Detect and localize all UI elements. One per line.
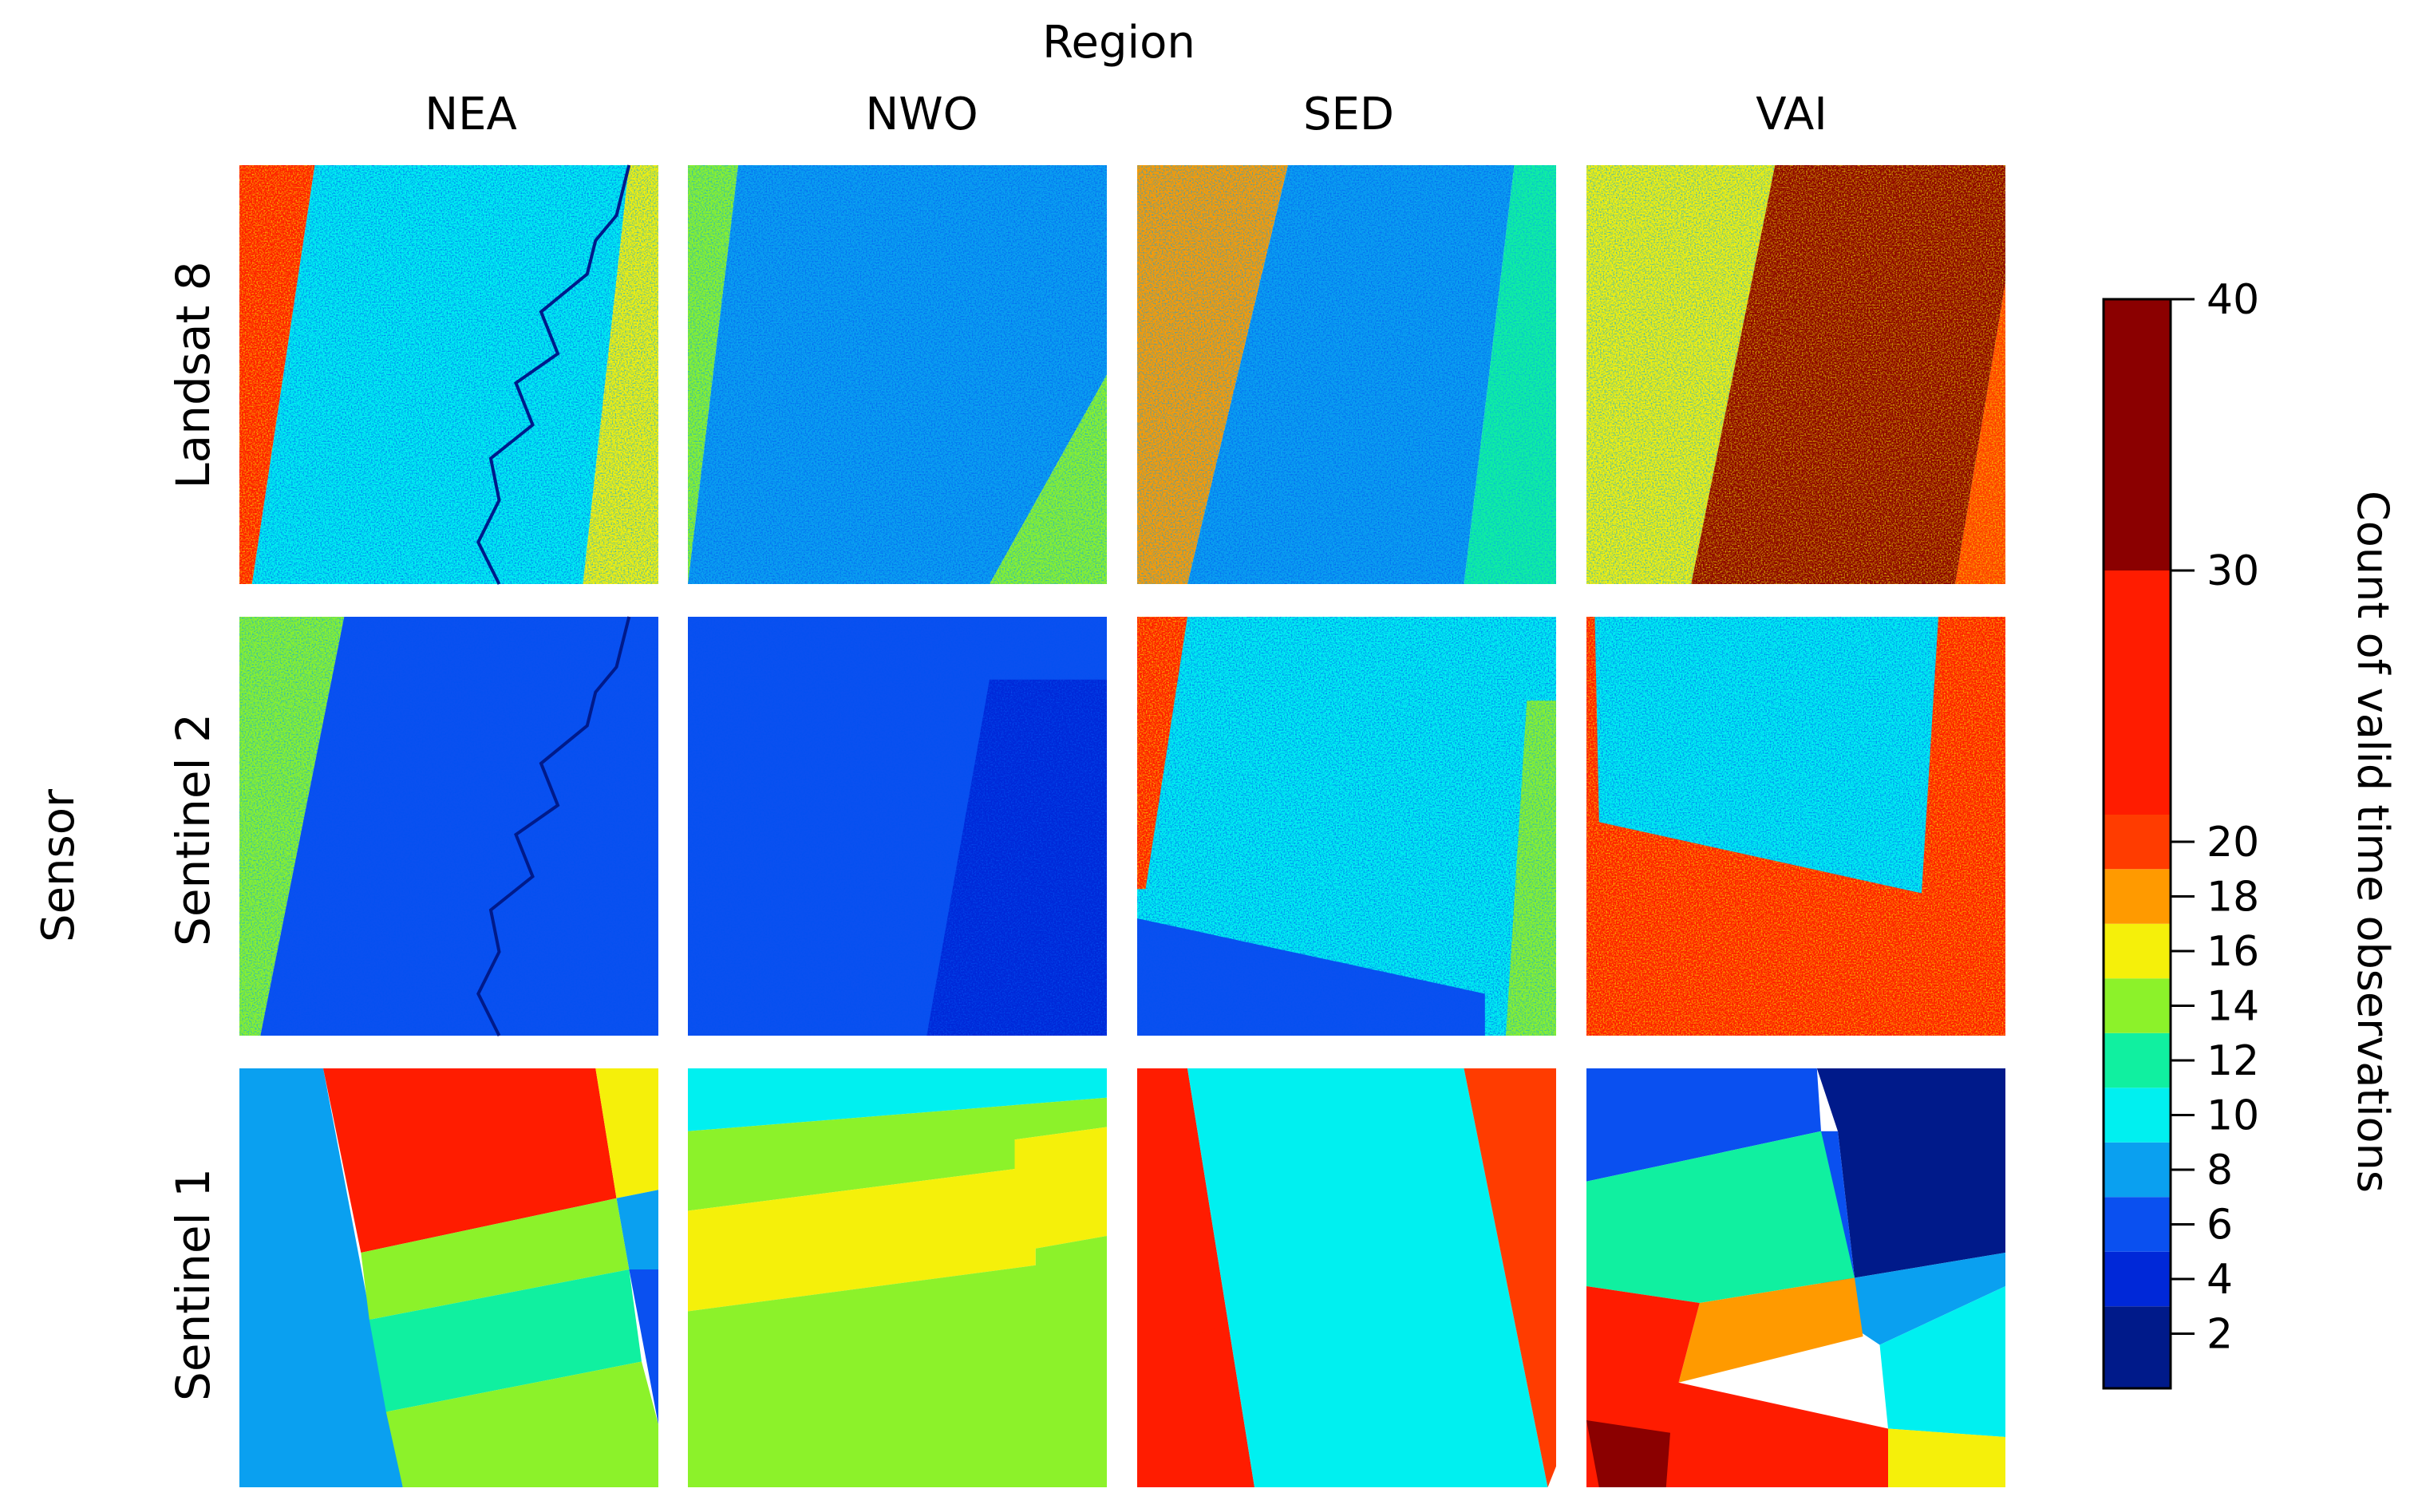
panel-sentinel-1-nea-zone-6 <box>369 1269 642 1412</box>
panel-sentinel-1-nea-zone-1 <box>323 1068 617 1253</box>
panel-sentinel-1-sed-zone-2 <box>1464 1068 1556 1487</box>
panel-sentinel-1-nwo <box>688 1068 1107 1487</box>
column-label-nea: NEA <box>425 89 517 140</box>
panel-sentinel-2-nea <box>239 617 658 1036</box>
panel-landsat-8-nea <box>239 165 658 584</box>
colorbar-tick-label-14: 14 <box>2207 983 2259 1031</box>
column-label-nwo: NWO <box>865 89 978 140</box>
colorbar-bin-0 <box>2104 1306 2171 1388</box>
panel-sentinel-1-nea-zone-4 <box>629 1269 658 1425</box>
colorbar-tick-label-12: 12 <box>2207 1037 2259 1085</box>
row-label-sentinel-1: Sentinel 1 <box>166 1168 220 1401</box>
colorbar-tick-label-8: 8 <box>2207 1147 2233 1194</box>
colorbar: 2 4 6 8 10 12 14 16 18 20 30 40 <box>2102 276 2259 1390</box>
colorbar-tick-label-4: 4 <box>2207 1256 2233 1304</box>
panel-sentinel-1-vai-zone-5 <box>1879 1286 2005 1437</box>
panel-sentinel-2-vai-texture <box>1586 617 2005 1036</box>
panel-landsat-8-nwo-texture <box>688 165 1107 584</box>
panel-sentinel-1-sed <box>1137 1068 1556 1487</box>
panel-sentinel-1-sed-zone-3 <box>1137 1328 1217 1336</box>
panel-sentinel-2-vai <box>1586 617 2005 1036</box>
panel-landsat-8-vai-texture <box>1586 165 2005 584</box>
panel-grid <box>239 164 2005 1487</box>
panel-landsat-8-sed-texture <box>1137 165 1556 584</box>
panel-landsat-8-nea-texture <box>239 165 658 584</box>
colorbar-tick-label-40: 40 <box>2207 276 2259 324</box>
colorbar-bin-8 <box>2104 869 2171 924</box>
panel-sentinel-1-nea-zone-0 <box>239 1068 403 1487</box>
panel-sentinel-1-nwo-zone-2 <box>688 1127 1107 1312</box>
colorbar-tick-label-16: 16 <box>2207 928 2259 976</box>
colorbar-bin-9 <box>2104 815 2171 870</box>
column-label-sed: SED <box>1303 89 1394 140</box>
colorbar-tick-label-6: 6 <box>2207 1202 2233 1249</box>
colorbar-tick-label-18: 18 <box>2207 874 2259 922</box>
panel-sentinel-1-vai-zone-4 <box>1855 1253 2005 1345</box>
colorbar-tick-label-20: 20 <box>2207 819 2259 867</box>
colorbar-bin-5 <box>2104 1032 2171 1088</box>
colorbar-tick-label-10: 10 <box>2207 1092 2259 1140</box>
x-axis-title: Region <box>1042 17 1195 69</box>
panel-sentinel-1-sed-zone-1 <box>1187 1068 1548 1487</box>
colorbar-bin-6 <box>2104 978 2171 1033</box>
panel-sentinel-1-vai-zone-9 <box>1888 1428 2005 1487</box>
panel-sentinel-2-sed-texture <box>1137 617 1556 1036</box>
panel-sentinel-2-nwo-texture <box>688 617 1107 1036</box>
panel-sentinel-1-vai-zone-1 <box>1816 1068 2005 1278</box>
colorbar-bin-11 <box>2104 299 2171 570</box>
panel-sentinel-1-sed-zone-0 <box>1137 1068 1254 1487</box>
panel-sentinel-1-vai-zone-3 <box>1586 1131 1855 1303</box>
panel-sentinel-1-nea-zone-5 <box>361 1198 630 1320</box>
panel-sentinel-1-nwo-zone-3 <box>688 1236 1107 1487</box>
panel-landsat-8-nwo <box>688 165 1107 584</box>
river-line <box>476 616 631 1036</box>
colorbar-tick-label-2: 2 <box>2207 1311 2233 1359</box>
panel-landsat-8-vai <box>1586 165 2005 584</box>
panel-sentinel-1-nwo-zone-0 <box>688 1068 1107 1131</box>
colorbar-title: Count of valid time observations <box>2348 491 2398 1193</box>
panel-landsat-8-sed <box>1137 165 1556 584</box>
y-axis-title: Sensor <box>33 788 85 942</box>
colorbar-bin-10 <box>2104 570 2171 815</box>
river-line <box>476 164 631 585</box>
panel-sentinel-1-nea-zone-7 <box>385 1361 658 1487</box>
colorbar-bin-4 <box>2104 1088 2171 1143</box>
colorbar-tick-label-30: 30 <box>2207 547 2259 595</box>
row-label-landsat-8: Landsat 8 <box>166 261 220 488</box>
panel-sentinel-1-nea <box>239 1068 658 1487</box>
panel-sentinel-2-sed <box>1137 617 1556 1036</box>
panel-sentinel-1-nwo-zone-1 <box>688 1097 1107 1211</box>
colorbar-frame <box>2102 298 2172 1390</box>
panel-sentinel-2-nea-texture <box>239 617 658 1036</box>
panel-sentinel-1-vai <box>1586 1068 2005 1487</box>
colorbar-bin-2 <box>2104 1197 2171 1252</box>
column-label-vai: VAI <box>1756 89 1827 140</box>
colorbar-bin-3 <box>2104 1142 2171 1198</box>
panel-sentinel-1-vai-zone-6 <box>1678 1277 1863 1383</box>
colorbar-bin-7 <box>2104 923 2171 979</box>
panel-sentinel-1-vai-zone-0 <box>1586 1068 1821 1182</box>
panel-sentinel-1-vai-zone-8 <box>1586 1420 1670 1487</box>
row-label-sentinel-2: Sentinel 2 <box>166 713 220 946</box>
panel-sentinel-1-nea-zone-3 <box>616 1190 658 1269</box>
panel-sentinel-2-nwo <box>688 617 1107 1036</box>
panel-sentinel-1-nea-zone-2 <box>595 1068 658 1198</box>
colorbar-bin-1 <box>2104 1251 2171 1307</box>
